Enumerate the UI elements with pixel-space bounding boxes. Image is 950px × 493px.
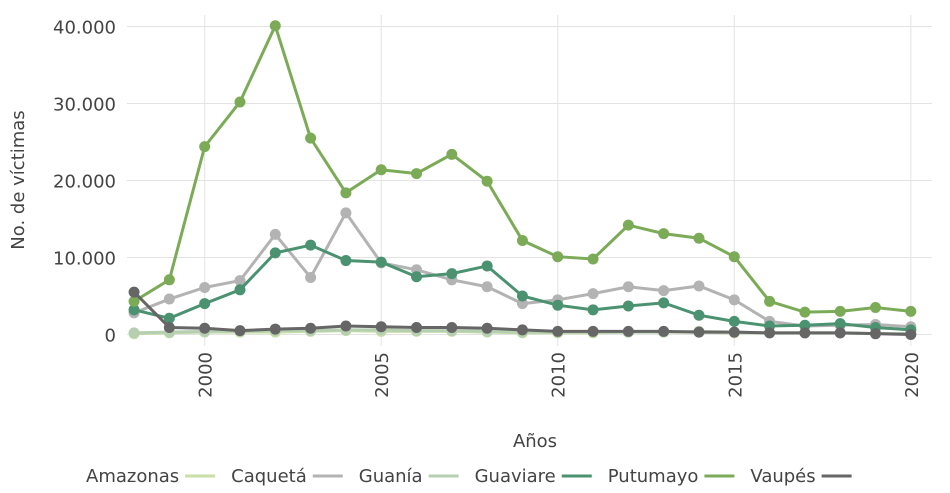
legend-label: Caquetá [231,466,307,487]
point [481,175,493,187]
y-tick-label: 0 [105,325,116,346]
point [481,260,493,272]
point [340,320,352,332]
x-axis-label: Años [513,431,557,452]
y-tick-label: 20.000 [53,172,116,193]
legend-label: Amazonas [86,466,179,487]
point [693,280,705,292]
point [516,324,528,336]
point [446,268,458,280]
point [552,299,564,311]
point [799,327,811,339]
point [269,323,281,335]
y-axis-label: No. de víctimas [8,110,29,249]
point [834,305,846,317]
legend-label: Vaupés [750,466,815,487]
point [622,219,634,231]
legend-label: Guanía [359,466,423,487]
point [411,322,423,334]
point [870,302,882,314]
point [587,288,599,300]
point [622,300,634,312]
y-tick-label: 40.000 [53,18,116,39]
point [340,187,352,199]
point [693,309,705,321]
point [587,304,599,316]
x-tick-label: 2005 [372,352,393,398]
point [693,232,705,244]
point [411,271,423,283]
point [905,328,917,340]
point [658,228,670,240]
point [834,318,846,330]
point [799,306,811,318]
point [516,235,528,247]
point [375,256,387,268]
point [764,327,776,339]
point [375,164,387,176]
point [834,327,846,339]
point [799,319,811,331]
x-tick-label: 2015 [725,352,746,398]
point [128,295,140,307]
point [305,239,317,251]
point [764,295,776,307]
point [481,281,493,293]
point [128,327,140,339]
point [728,251,740,263]
point [234,96,246,108]
x-tick-label: 2000 [196,352,217,398]
point [234,275,246,287]
y-tick-label: 10.000 [53,248,116,269]
point [340,207,352,219]
point [552,251,564,263]
point [163,274,175,286]
point [870,328,882,340]
point [516,290,528,302]
point [587,253,599,265]
point [305,271,317,283]
point [552,325,564,337]
point [305,322,317,334]
point [375,321,387,333]
point [163,293,175,305]
y-tick-label: 30.000 [53,95,116,116]
x-tick-label: 2010 [549,352,570,398]
point [269,20,281,32]
point [481,322,493,334]
point [234,284,246,296]
x-tick-label: 2020 [902,352,923,398]
point [163,322,175,334]
point [728,315,740,327]
point [446,322,458,334]
point [199,298,211,310]
point [658,285,670,297]
point [199,141,211,153]
point [199,281,211,293]
point [163,312,175,324]
point [587,325,599,337]
point [234,325,246,337]
point [305,132,317,144]
point [340,255,352,267]
point [269,228,281,240]
point [658,297,670,309]
point [199,322,211,334]
legend-label: Guaviare [475,466,556,487]
point [728,326,740,338]
point [128,286,140,298]
point [905,305,917,317]
point [411,168,423,180]
point [728,294,740,306]
point [446,148,458,160]
point [128,304,140,316]
point [516,298,528,310]
point [622,281,634,293]
legend-label: Putumayo [608,466,699,487]
point [658,325,670,337]
point [693,326,705,338]
point [269,247,281,259]
point [622,325,634,337]
